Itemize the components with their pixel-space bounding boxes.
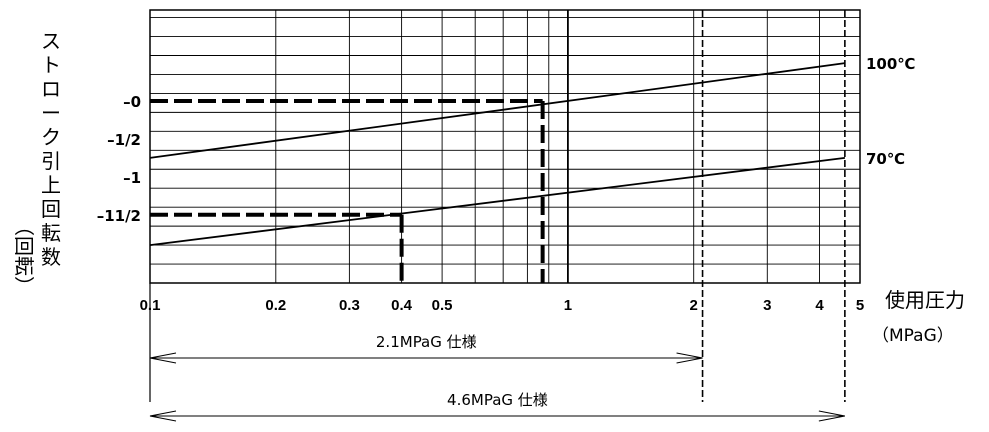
- y-axis-title-char: ス: [41, 29, 61, 53]
- x-tick-label: 3: [763, 297, 771, 314]
- y-axis-title-char: ト: [41, 53, 61, 77]
- y-tick-label: –1: [123, 169, 141, 187]
- series-label: 70℃: [866, 150, 905, 168]
- spec-limit-lines: [149, 10, 846, 402]
- arrow-left-icon: [149, 352, 177, 364]
- y-axis-title-char: ロ: [41, 77, 61, 101]
- x-axis-title: 使用圧力: [885, 288, 965, 312]
- y-axis-title-char: 回: [41, 197, 61, 221]
- y-axis-title-char: 数: [41, 245, 61, 269]
- y-axis-unit: （回転）: [12, 216, 36, 296]
- series-lines: [149, 62, 846, 246]
- y-tick-labels: –0 –1/2 –1 –11/2: [97, 93, 141, 225]
- y-axis-title-char: 転: [41, 221, 61, 245]
- y-axis-title-char: ー: [41, 101, 61, 125]
- x-tick-label: 1: [564, 297, 572, 314]
- series-line: [149, 157, 846, 246]
- arrow-left-icon: [149, 410, 177, 422]
- y-axis-title-char: 引: [41, 149, 61, 173]
- x-tick-labels: 0.1 0.2 0.3 0.4 0.5 1 2 3 4 5: [140, 297, 865, 314]
- x-tick-label: 0.3: [339, 297, 360, 314]
- spec-ranges: 2.1MPaG 仕様 4.6MPaG 仕様: [149, 333, 845, 422]
- x-tick-label: 0.4: [391, 297, 413, 314]
- series-label: 100℃: [866, 55, 915, 73]
- x-tick-label: 0.2: [265, 297, 286, 314]
- y-axis-title-char: 上: [41, 173, 61, 197]
- spec-range-label: 2.1MPaG 仕様: [376, 333, 477, 351]
- x-tick-label: 2: [690, 297, 698, 314]
- y-tick-label: –1/2: [107, 131, 141, 149]
- spec-range-label: 4.6MPaG 仕様: [447, 391, 548, 409]
- arrow-right-icon: [676, 352, 703, 364]
- series-line: [149, 62, 846, 159]
- x-tick-label: 0.1: [140, 297, 161, 314]
- x-tick-label: 0.5: [432, 297, 453, 314]
- y-axis-title-char: ク: [41, 125, 61, 149]
- y-tick-label: –0: [123, 93, 141, 111]
- grid: [149, 9, 861, 284]
- x-tick-label: 4: [815, 297, 824, 314]
- x-axis-unit: （MPaG）: [872, 326, 954, 346]
- arrow-right-icon: [818, 410, 845, 422]
- y-tick-label: –11/2: [97, 207, 141, 225]
- series-labels: 100℃ 70℃: [866, 55, 915, 168]
- plot-frame: [149, 9, 861, 284]
- reference-lines: [150, 99, 545, 283]
- x-tick-label: 5: [856, 297, 864, 314]
